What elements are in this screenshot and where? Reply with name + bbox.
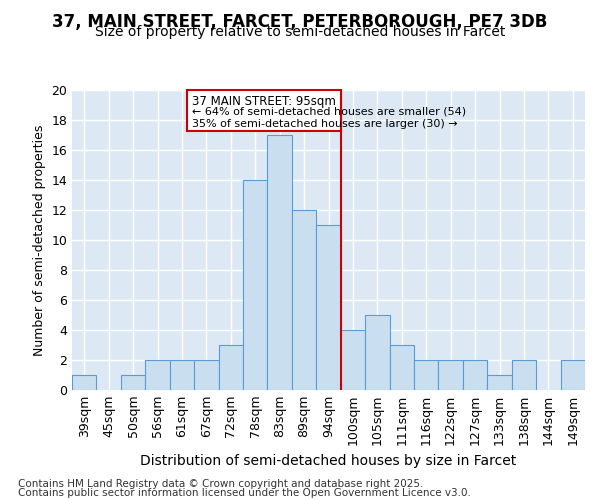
Bar — [121, 375, 145, 390]
Y-axis label: Number of semi-detached properties: Number of semi-detached properties — [33, 124, 46, 356]
Text: Contains public sector information licensed under the Open Government Licence v3: Contains public sector information licen… — [18, 488, 471, 498]
Bar — [194, 360, 218, 390]
Bar — [560, 360, 585, 390]
Text: Size of property relative to semi-detached houses in Farcet: Size of property relative to semi-detach… — [95, 25, 505, 39]
Bar — [439, 360, 463, 390]
Bar — [341, 330, 365, 390]
Bar — [292, 210, 316, 390]
Bar — [487, 375, 512, 390]
Bar — [72, 375, 97, 390]
Bar — [463, 360, 487, 390]
Bar — [170, 360, 194, 390]
Bar — [218, 345, 243, 390]
Bar — [145, 360, 170, 390]
Text: 35% of semi-detached houses are larger (30) →: 35% of semi-detached houses are larger (… — [192, 119, 457, 129]
Bar — [243, 180, 268, 390]
Bar — [512, 360, 536, 390]
Bar — [389, 345, 414, 390]
X-axis label: Distribution of semi-detached houses by size in Farcet: Distribution of semi-detached houses by … — [140, 454, 517, 468]
Bar — [316, 225, 341, 390]
Bar — [365, 315, 389, 390]
Bar — [187, 90, 341, 130]
Text: Contains HM Land Registry data © Crown copyright and database right 2025.: Contains HM Land Registry data © Crown c… — [18, 479, 424, 489]
Bar — [414, 360, 439, 390]
Text: 37, MAIN STREET, FARCET, PETERBOROUGH, PE7 3DB: 37, MAIN STREET, FARCET, PETERBOROUGH, P… — [52, 12, 548, 30]
Bar — [268, 135, 292, 390]
Text: 37 MAIN STREET: 95sqm: 37 MAIN STREET: 95sqm — [192, 95, 336, 108]
Text: ← 64% of semi-detached houses are smaller (54): ← 64% of semi-detached houses are smalle… — [192, 106, 466, 117]
